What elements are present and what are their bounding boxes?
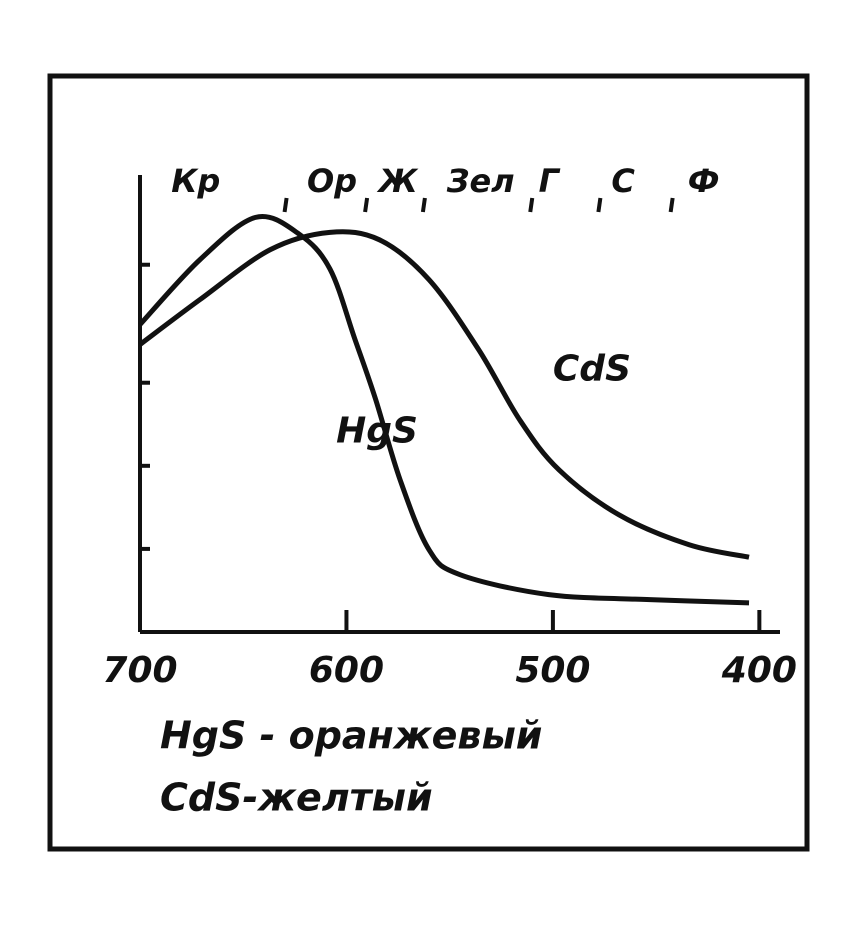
series-label: HgS (336, 411, 418, 452)
line (138, 214, 750, 606)
band-label: Ж (376, 162, 418, 200)
band-edge (668, 197, 675, 213)
band-edge (420, 197, 427, 213)
note: HgS - оранжевый (160, 714, 542, 758)
band-label: Зел (446, 162, 515, 200)
band-label: Г (539, 162, 561, 200)
series-label: CdS (553, 348, 631, 389)
x-tick-label: 400 (721, 650, 797, 691)
note: CdS-желтый (160, 776, 433, 820)
line (138, 229, 750, 560)
band-label: Кр (171, 162, 220, 200)
x-tick-label: 700 (102, 650, 177, 691)
x-tick-label: 600 (309, 650, 384, 691)
frame (47, 73, 810, 852)
band-edge (596, 197, 603, 213)
band-label: Ор (307, 162, 357, 200)
band-edge (282, 197, 289, 213)
band-edge (528, 197, 535, 213)
band-edge (363, 197, 370, 213)
x-tick-label: 500 (515, 650, 590, 691)
band-label: Ф (688, 162, 720, 200)
band-label: С (611, 162, 635, 200)
